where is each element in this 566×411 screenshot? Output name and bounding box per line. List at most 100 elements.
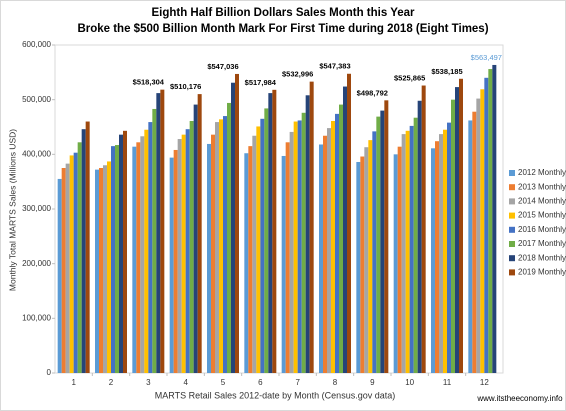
bar (301, 112, 306, 373)
bar (347, 73, 351, 373)
bar (85, 121, 90, 374)
bar (119, 134, 123, 373)
legend-label: 2013 Monthly (518, 182, 566, 191)
y-tick-label: 0 (47, 368, 52, 377)
bar (356, 161, 361, 373)
bar (285, 142, 290, 373)
bar (73, 152, 78, 373)
bar (197, 94, 202, 373)
bar (268, 93, 273, 374)
data-label: $518,304 (133, 78, 165, 87)
legend-label: 2012 Monthly (518, 168, 566, 177)
bar (223, 116, 227, 374)
bar (431, 148, 435, 373)
bar (323, 135, 327, 373)
bar (152, 108, 157, 374)
bar (476, 98, 481, 373)
bar (364, 147, 369, 373)
x-tick-label: 12 (480, 378, 489, 387)
bar (235, 73, 239, 374)
bar (260, 118, 265, 373)
bar (140, 136, 145, 373)
bar (211, 134, 215, 373)
data-label: $517,984 (245, 78, 277, 87)
bar (331, 120, 335, 373)
y-tick-label: 400,000 (22, 149, 51, 158)
bar (451, 99, 455, 374)
bar (401, 134, 406, 373)
x-axis-label: MARTS Retail Sales 2012-date by Month (C… (155, 390, 395, 400)
legend-swatch (509, 198, 515, 205)
y-tick-label: 200,000 (22, 259, 51, 268)
bar (57, 178, 62, 373)
data-label: $547,036 (207, 62, 238, 71)
bar (61, 168, 66, 373)
bar (289, 131, 294, 373)
bar (227, 102, 231, 374)
bar (305, 95, 310, 373)
legend-label: 2014 Monthly (518, 197, 566, 206)
bar (480, 89, 485, 373)
bar (455, 87, 459, 374)
bar (181, 134, 186, 373)
bar (144, 129, 149, 373)
bar (360, 156, 365, 373)
bar (256, 126, 261, 373)
x-tick-label: 9 (370, 378, 375, 387)
x-tick-label: 8 (333, 378, 338, 387)
legend-swatch (509, 269, 515, 276)
y-tick-label: 600,000 (22, 40, 51, 49)
bar (189, 120, 194, 373)
bar (335, 113, 339, 373)
legend-label: 2019 Monthly (518, 268, 566, 277)
bar (339, 104, 343, 373)
bar (65, 163, 70, 373)
bar (492, 64, 497, 374)
bar (439, 134, 443, 373)
bar (368, 140, 373, 373)
bar (177, 139, 182, 373)
bar (484, 77, 489, 374)
bar (244, 153, 249, 373)
x-tick-label: 1 (71, 378, 76, 387)
bar (252, 135, 257, 373)
bar (115, 145, 119, 373)
bar (156, 93, 161, 374)
bar (111, 146, 115, 373)
bar (413, 117, 418, 373)
bar (297, 120, 302, 373)
legend-label: 2016 Monthly (518, 225, 566, 234)
bar (132, 146, 137, 373)
x-tick-label: 2 (109, 378, 114, 387)
bar (248, 146, 253, 373)
x-tick-label: 3 (146, 378, 151, 387)
x-tick-label: 11 (443, 378, 452, 387)
bar (123, 130, 127, 373)
x-tick-label: 10 (405, 378, 414, 387)
x-tick-label: 7 (295, 378, 300, 387)
bar (380, 110, 385, 373)
bar (343, 86, 347, 374)
x-tick-label: 6 (258, 378, 263, 387)
bar (488, 69, 493, 373)
bar (309, 81, 314, 374)
bar (447, 122, 451, 373)
bar (207, 143, 211, 373)
bar (215, 122, 219, 373)
bar (397, 146, 402, 373)
legend-label: 2017 Monthly (518, 239, 566, 248)
data-label: $498,792 (357, 88, 388, 97)
legend-swatch (509, 241, 515, 247)
data-label: $563,497 (471, 53, 502, 62)
bar (472, 111, 477, 374)
bar (264, 108, 269, 373)
bar (272, 89, 277, 373)
data-label: $547,383 (319, 62, 350, 71)
bar (376, 116, 381, 373)
bar (99, 168, 103, 373)
bar (103, 165, 107, 373)
legend-swatch (509, 212, 515, 219)
legend-swatch (509, 184, 515, 191)
bar (443, 129, 447, 373)
